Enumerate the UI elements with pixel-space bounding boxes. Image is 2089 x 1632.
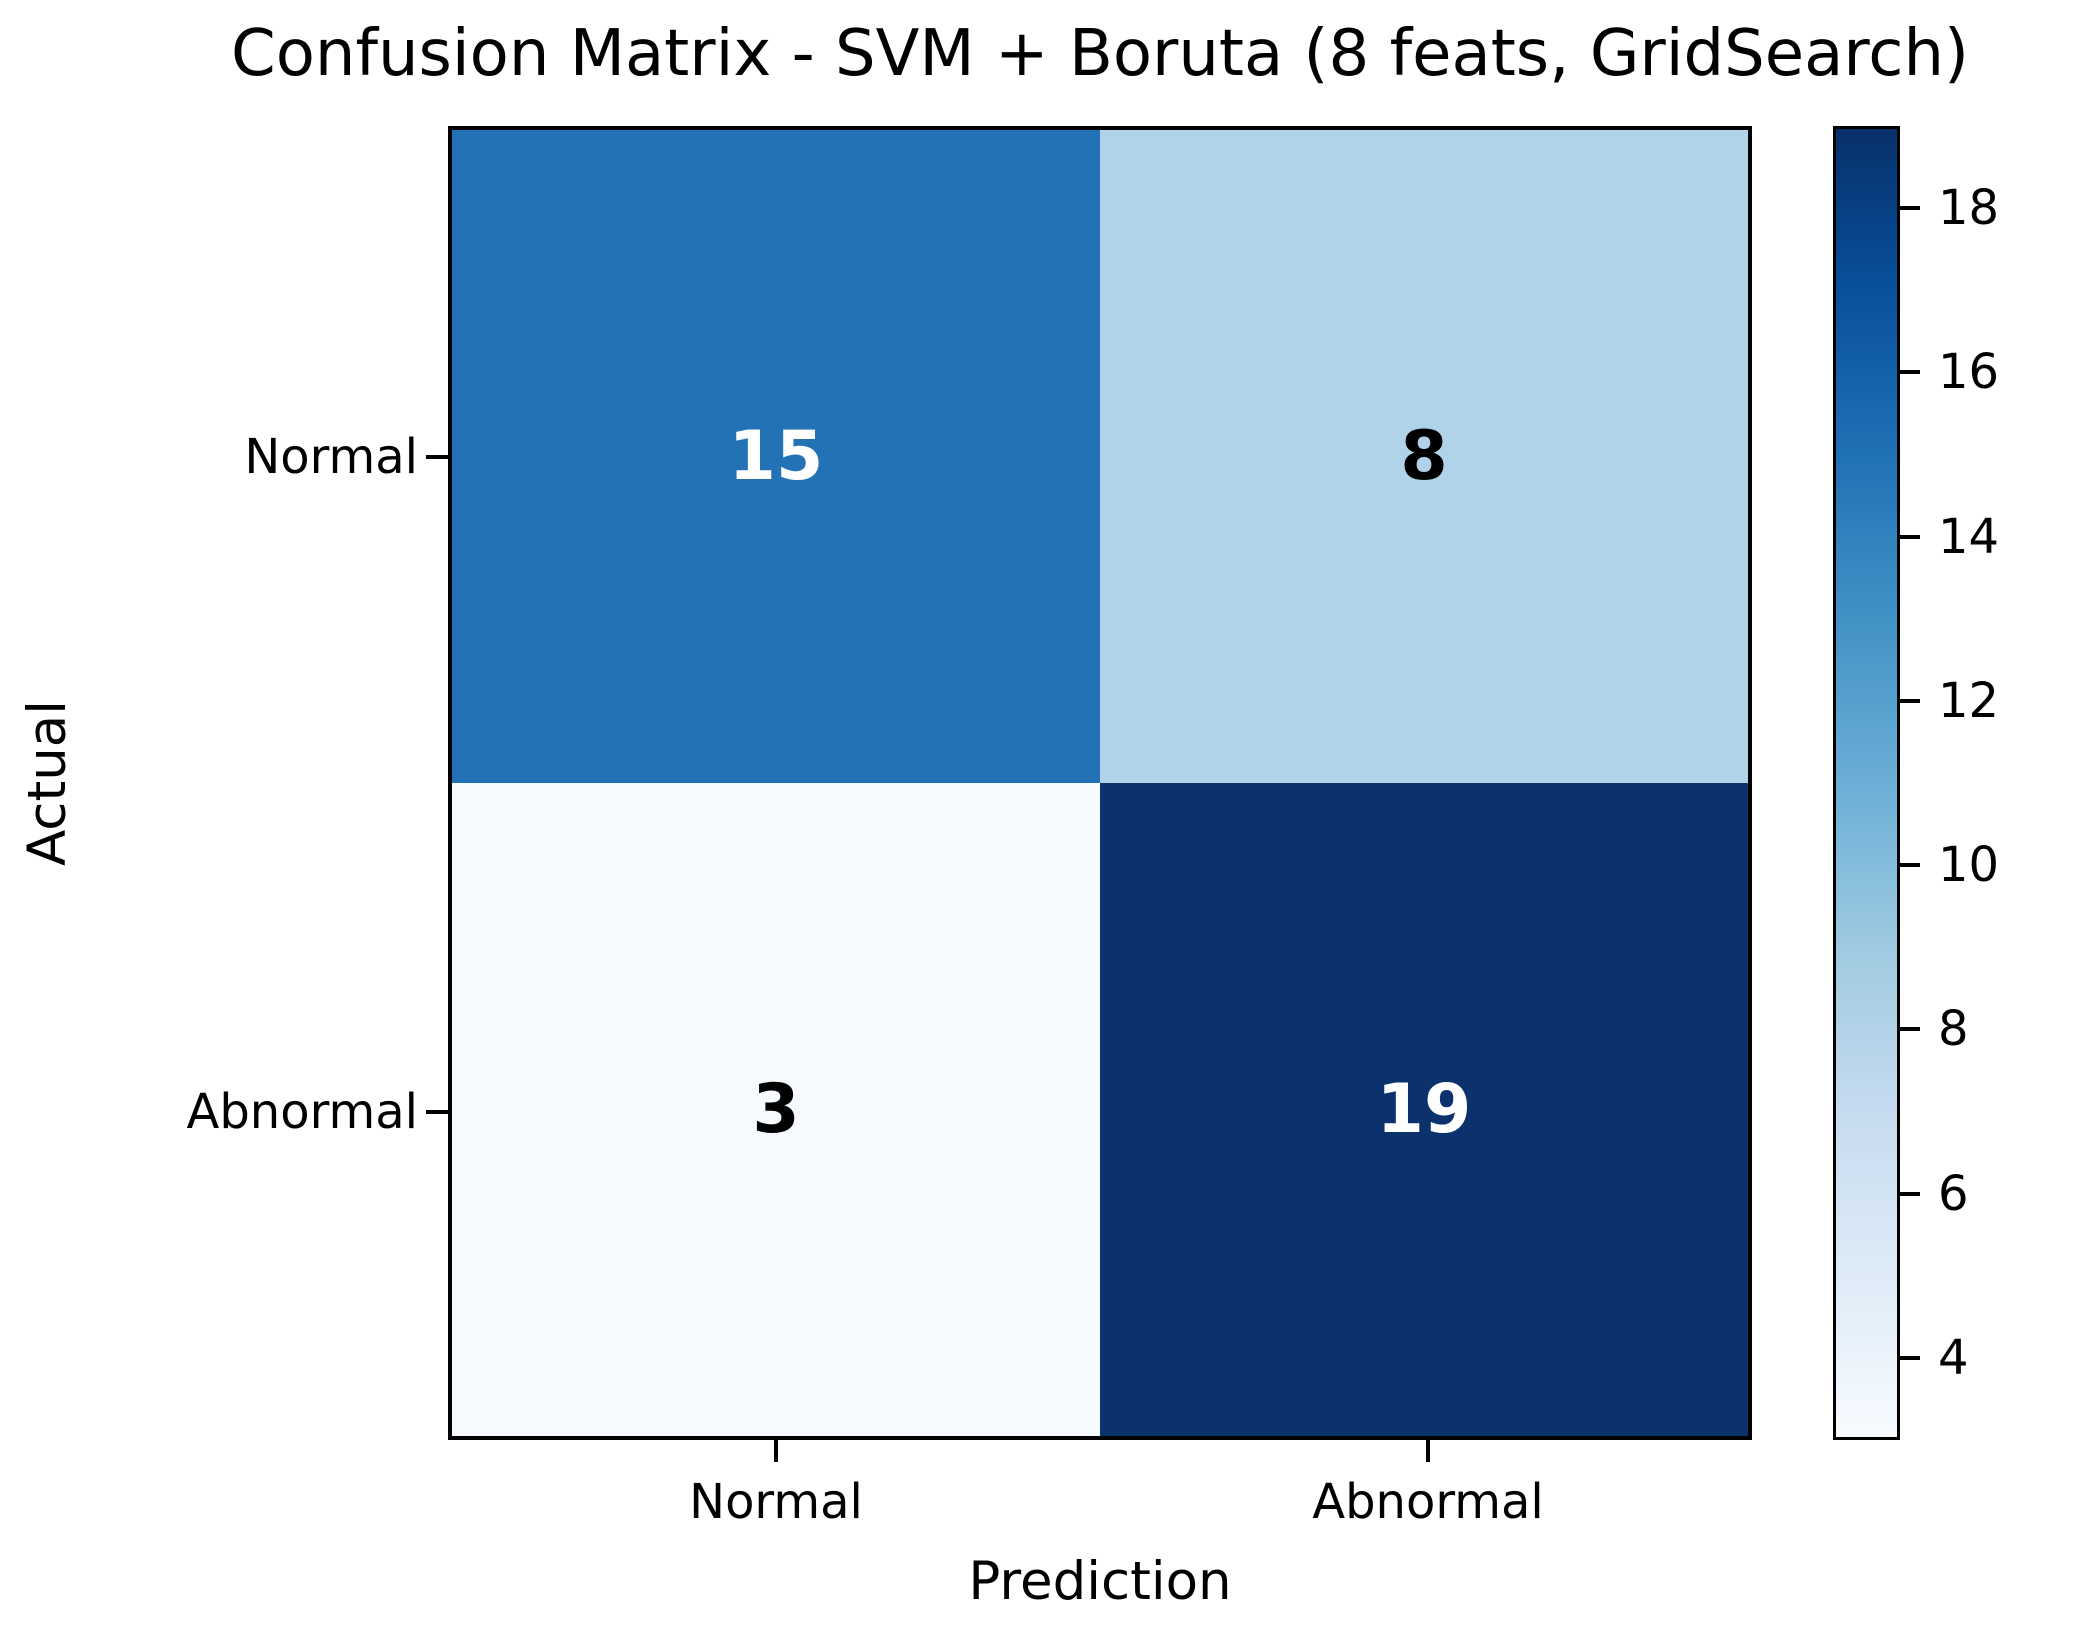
y-axis-label: Actual <box>17 699 78 867</box>
colorbar-tick-label-8: 8 <box>1938 1001 1969 1057</box>
y-tick-mark <box>426 455 448 459</box>
chart-title: Confusion Matrix - SVM + Boruta (8 feats… <box>231 17 1969 91</box>
colorbar-tick-label-4: 4 <box>1938 1330 1969 1386</box>
x-tick-label-abnormal: Abnormal <box>1312 1474 1544 1530</box>
colorbar-tick-label-10: 10 <box>1938 837 2000 893</box>
y-tick-label-abnormal: Abnormal <box>186 1084 419 1140</box>
cell-actual-abnormal-pred-abnormal: 19 <box>1100 783 1748 1436</box>
x-tick-mark <box>774 1440 778 1462</box>
x-axis-label: Prediction <box>968 1551 1232 1612</box>
colorbar-tick-mark <box>1900 206 1920 210</box>
cell-actual-normal-pred-abnormal: 8 <box>1100 130 1748 783</box>
x-tick-label-normal: Normal <box>689 1474 863 1530</box>
heatmap-grid: 15 8 3 19 <box>448 126 1752 1440</box>
cell-actual-abnormal-pred-normal: 3 <box>452 783 1100 1436</box>
cell-actual-normal-pred-normal: 15 <box>452 130 1100 783</box>
colorbar-tick-label-16: 16 <box>1938 344 2000 400</box>
colorbar-gradient <box>1833 126 1900 1440</box>
colorbar-tick-mark <box>1900 1192 1920 1196</box>
colorbar-tick-label-12: 12 <box>1938 673 2000 729</box>
colorbar-tick-label-14: 14 <box>1938 509 2000 565</box>
colorbar-tick-mark <box>1900 1356 1920 1360</box>
colorbar-tick-mark <box>1900 1027 1920 1031</box>
y-tick-mark <box>426 1110 448 1114</box>
colorbar-tick-mark <box>1900 699 1920 703</box>
x-tick-mark <box>1426 1440 1430 1462</box>
colorbar-tick-mark <box>1900 863 1920 867</box>
colorbar-tick-mark <box>1900 535 1920 539</box>
y-tick-label-normal: Normal <box>244 429 418 485</box>
colorbar-tick-mark <box>1900 370 1920 374</box>
colorbar-tick-label-18: 18 <box>1938 180 2000 236</box>
colorbar-tick-label-6: 6 <box>1938 1166 1969 1222</box>
